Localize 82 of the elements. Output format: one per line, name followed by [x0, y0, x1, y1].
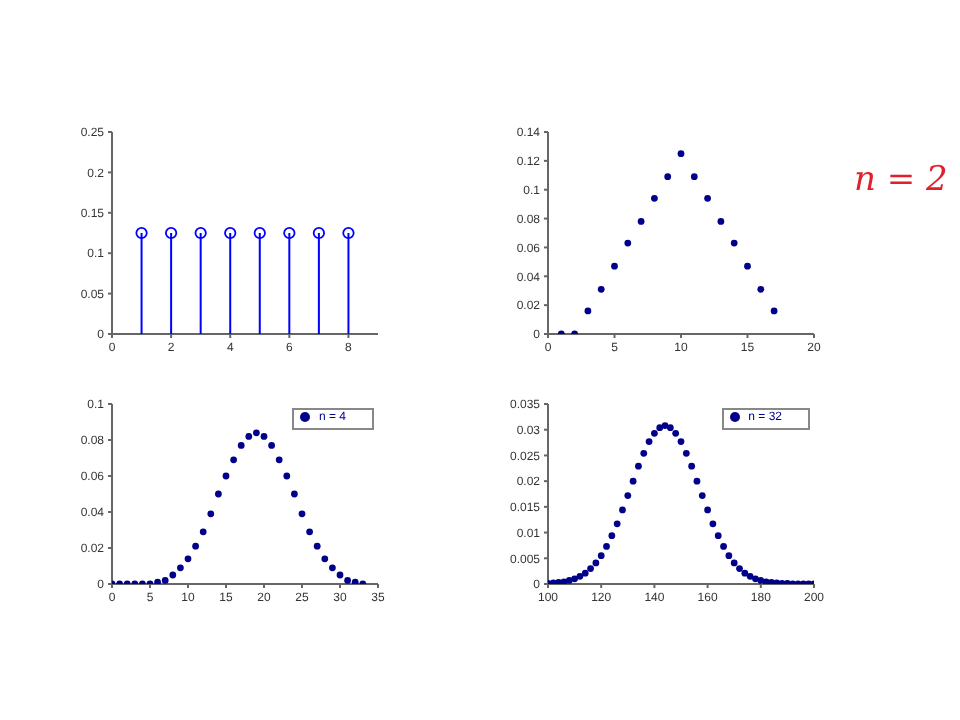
point	[664, 173, 672, 181]
point	[222, 472, 230, 480]
point	[207, 510, 215, 518]
point	[698, 492, 706, 499]
point	[298, 510, 306, 518]
point	[268, 442, 275, 449]
point	[682, 449, 690, 457]
point	[704, 194, 711, 202]
point	[624, 239, 632, 247]
point	[762, 578, 770, 584]
point	[645, 438, 653, 445]
text: n = 2	[854, 160, 948, 200]
point	[199, 528, 207, 536]
point	[666, 424, 674, 432]
point	[611, 262, 618, 270]
point	[672, 429, 680, 437]
point	[661, 422, 669, 429]
point	[629, 477, 637, 485]
point	[275, 456, 283, 464]
point	[746, 572, 754, 580]
point	[757, 285, 765, 293]
point	[336, 571, 344, 579]
point	[651, 194, 658, 202]
point	[736, 565, 743, 572]
point	[584, 307, 592, 315]
point	[351, 578, 359, 584]
point	[651, 429, 658, 437]
point	[291, 490, 298, 498]
point	[344, 577, 351, 584]
point	[245, 433, 253, 440]
point	[161, 577, 169, 584]
point	[624, 492, 632, 499]
point	[656, 424, 664, 432]
point	[177, 564, 184, 572]
point	[306, 528, 313, 536]
point	[725, 552, 733, 560]
point	[714, 532, 722, 540]
point	[597, 285, 605, 293]
point	[690, 173, 698, 181]
point	[215, 490, 222, 498]
point	[329, 564, 336, 572]
point	[770, 307, 778, 315]
point	[704, 506, 711, 514]
point	[260, 433, 268, 440]
point	[313, 542, 321, 550]
point	[192, 542, 199, 550]
point	[741, 569, 749, 577]
point	[677, 150, 685, 158]
point	[321, 555, 329, 563]
point	[587, 565, 594, 572]
point	[688, 462, 696, 470]
point	[709, 520, 717, 528]
point	[571, 575, 578, 583]
point	[730, 239, 738, 247]
point	[230, 456, 237, 464]
point	[693, 477, 701, 485]
point	[619, 506, 626, 514]
point	[730, 559, 738, 567]
point	[154, 578, 161, 584]
point	[613, 520, 621, 528]
point	[565, 577, 573, 584]
point	[640, 449, 648, 457]
point	[744, 262, 751, 270]
point	[576, 572, 584, 580]
point	[253, 429, 260, 437]
point	[581, 569, 589, 577]
point	[677, 438, 685, 445]
point	[637, 218, 645, 225]
point	[752, 575, 759, 583]
point	[720, 543, 727, 550]
point	[184, 555, 192, 563]
point	[603, 543, 610, 550]
point	[608, 532, 616, 540]
point	[592, 559, 600, 567]
point	[560, 578, 568, 584]
point	[635, 462, 642, 470]
point	[597, 552, 605, 560]
point	[283, 472, 291, 480]
point	[757, 577, 765, 584]
point	[237, 442, 245, 449]
point	[169, 571, 177, 579]
point	[717, 218, 725, 225]
